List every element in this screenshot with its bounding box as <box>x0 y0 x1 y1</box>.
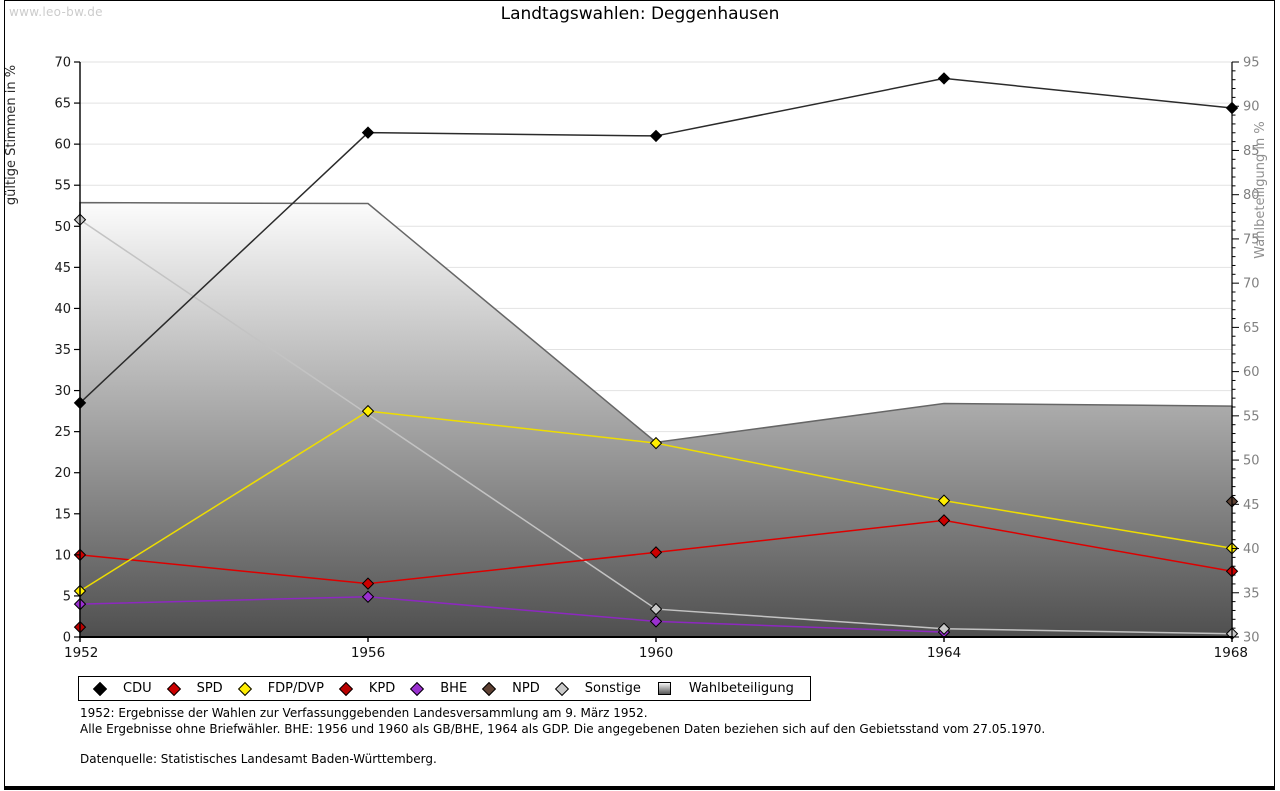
y-right-axis-title: Wahlbeteiligung in % <box>1253 121 1268 258</box>
legend-label: KPD <box>368 681 396 696</box>
y-left-tick-label: 50 <box>54 220 71 235</box>
y-right-tick-label: 30 <box>1243 631 1260 646</box>
y-left-tick-label: 25 <box>54 425 71 440</box>
legend-item-sonstige: Sonstige <box>554 681 641 696</box>
legend-label: Sonstige <box>584 681 641 696</box>
legend-swatch-diamond-icon <box>554 681 569 696</box>
y-right-tick-label: 55 <box>1243 409 1260 424</box>
x-tick-label: 1960 <box>639 645 673 661</box>
legend-swatch-diamond-icon <box>410 681 425 696</box>
y-left-tick-label: 55 <box>54 179 71 194</box>
y-left-tick-label: 20 <box>54 466 71 481</box>
y-left-tick-label: 30 <box>54 384 71 399</box>
legend-item-fdp-dvp: FDP/DVP <box>237 681 324 696</box>
legend-label: NPD <box>512 681 540 696</box>
y-left-tick-label: 5 <box>63 589 71 604</box>
legend-item-npd: NPD <box>482 681 540 696</box>
marker-Sonstige-1960 <box>649 602 663 616</box>
footnote-line-1: 1952: Ergebnisse der Wahlen zur Verfassu… <box>80 706 648 720</box>
y-left-tick-label: 10 <box>54 548 71 563</box>
chart-title: Landtagswahlen: Deggenhausen <box>500 4 780 24</box>
y-left-tick-label: 60 <box>54 138 71 153</box>
y-left-tick-label: 40 <box>54 302 71 317</box>
legend-label: FDP/DVP <box>267 681 324 696</box>
y-right-tick-label: 65 <box>1243 321 1260 336</box>
y-right-tick-label: 35 <box>1243 586 1260 601</box>
marker-FDP/DVP-1964 <box>937 494 951 507</box>
y-right-tick-label: 90 <box>1243 100 1260 115</box>
y-right-tick-label: 45 <box>1243 498 1260 513</box>
legend-swatch-diamond-icon <box>338 681 353 696</box>
legend-swatch-square-icon <box>657 682 671 695</box>
y-left-tick-label: 70 <box>54 56 71 71</box>
marker-SPD-1960 <box>649 546 663 559</box>
chart-legend: CDU SPD FDP/DVP KPD BHE NPD Sonstige Wahlbeteil… <box>78 676 811 701</box>
marker-SPD-1964 <box>937 514 951 527</box>
data-source: Datenquelle: Statistisches Landesamt Bad… <box>80 752 437 766</box>
y-left-tick-label: 35 <box>54 343 71 358</box>
y-right-tick-label: 75 <box>1243 232 1260 247</box>
x-tick-label: 1968 <box>1214 645 1248 661</box>
legend-item-cdu: CDU <box>92 681 152 696</box>
y-right-tick-label: 95 <box>1243 56 1260 71</box>
y-left-tick-label: 45 <box>54 261 71 276</box>
y-left-tick-label: 15 <box>54 507 71 522</box>
legend-item-spd: SPD <box>166 681 223 696</box>
y-right-tick-label: 60 <box>1243 365 1260 380</box>
footnotes: 1952: Ergebnisse der Wahlen zur Verfassu… <box>80 706 1045 768</box>
legend-label: BHE <box>440 681 468 696</box>
marker-CDU-1960 <box>649 129 663 143</box>
marker-FDP/DVP-1956 <box>361 404 375 418</box>
y-right-tick-label: 85 <box>1243 144 1260 159</box>
y-right-tick-label: 70 <box>1243 277 1260 292</box>
marker-Sonstige-1964 <box>937 622 951 635</box>
marker-FDP/DVP-1960 <box>649 436 663 450</box>
marker-SPD-1956 <box>361 577 375 590</box>
y-left-axis-title: gültige Stimmen in % <box>4 65 19 205</box>
y-left-tick-label: 65 <box>54 97 71 112</box>
legend-item-kpd: KPD <box>338 681 396 696</box>
election-line-chart: 0 5 10 15 20 25 30 35 40 45 50 55 60 65 70 30 35 40 45 50 55… <box>4 56 1268 662</box>
legend-item-bhe: BHE <box>410 681 468 696</box>
marker-CDU-1964 <box>937 72 951 85</box>
y-right-tick-label: 40 <box>1243 542 1260 557</box>
x-tick-label: 1964 <box>927 645 961 661</box>
legend-swatch-diamond-icon <box>92 681 108 696</box>
legend-swatch-diamond-icon <box>237 681 252 696</box>
watermark-url: www.leo-bw.de <box>9 5 103 19</box>
marker-BHE-1960 <box>649 615 663 628</box>
legend-swatch-diamond-icon <box>482 681 497 696</box>
legend-swatch-diamond-icon <box>166 681 181 696</box>
y-right-tick-label: 50 <box>1243 454 1260 469</box>
series-line-BHE <box>79 595 945 633</box>
legend-item-wahlbeteiligung: Wahlbeteiligung <box>657 681 794 696</box>
y-right-tick-label: 80 <box>1243 188 1260 203</box>
legend-label: SPD <box>196 681 223 696</box>
legend-label: CDU <box>123 681 152 696</box>
y-left-tick-label: 0 <box>63 631 71 646</box>
marker-BHE-1956 <box>361 590 375 603</box>
legend-label: Wahlbeteiligung <box>688 681 794 696</box>
x-tick-label: 1952 <box>64 645 98 661</box>
footnote-line-2: Alle Ergebnisse ohne Briefwähler. BHE: 1… <box>80 721 1046 736</box>
x-tick-label: 1956 <box>351 645 385 661</box>
marker-CDU-1956 <box>361 126 375 139</box>
